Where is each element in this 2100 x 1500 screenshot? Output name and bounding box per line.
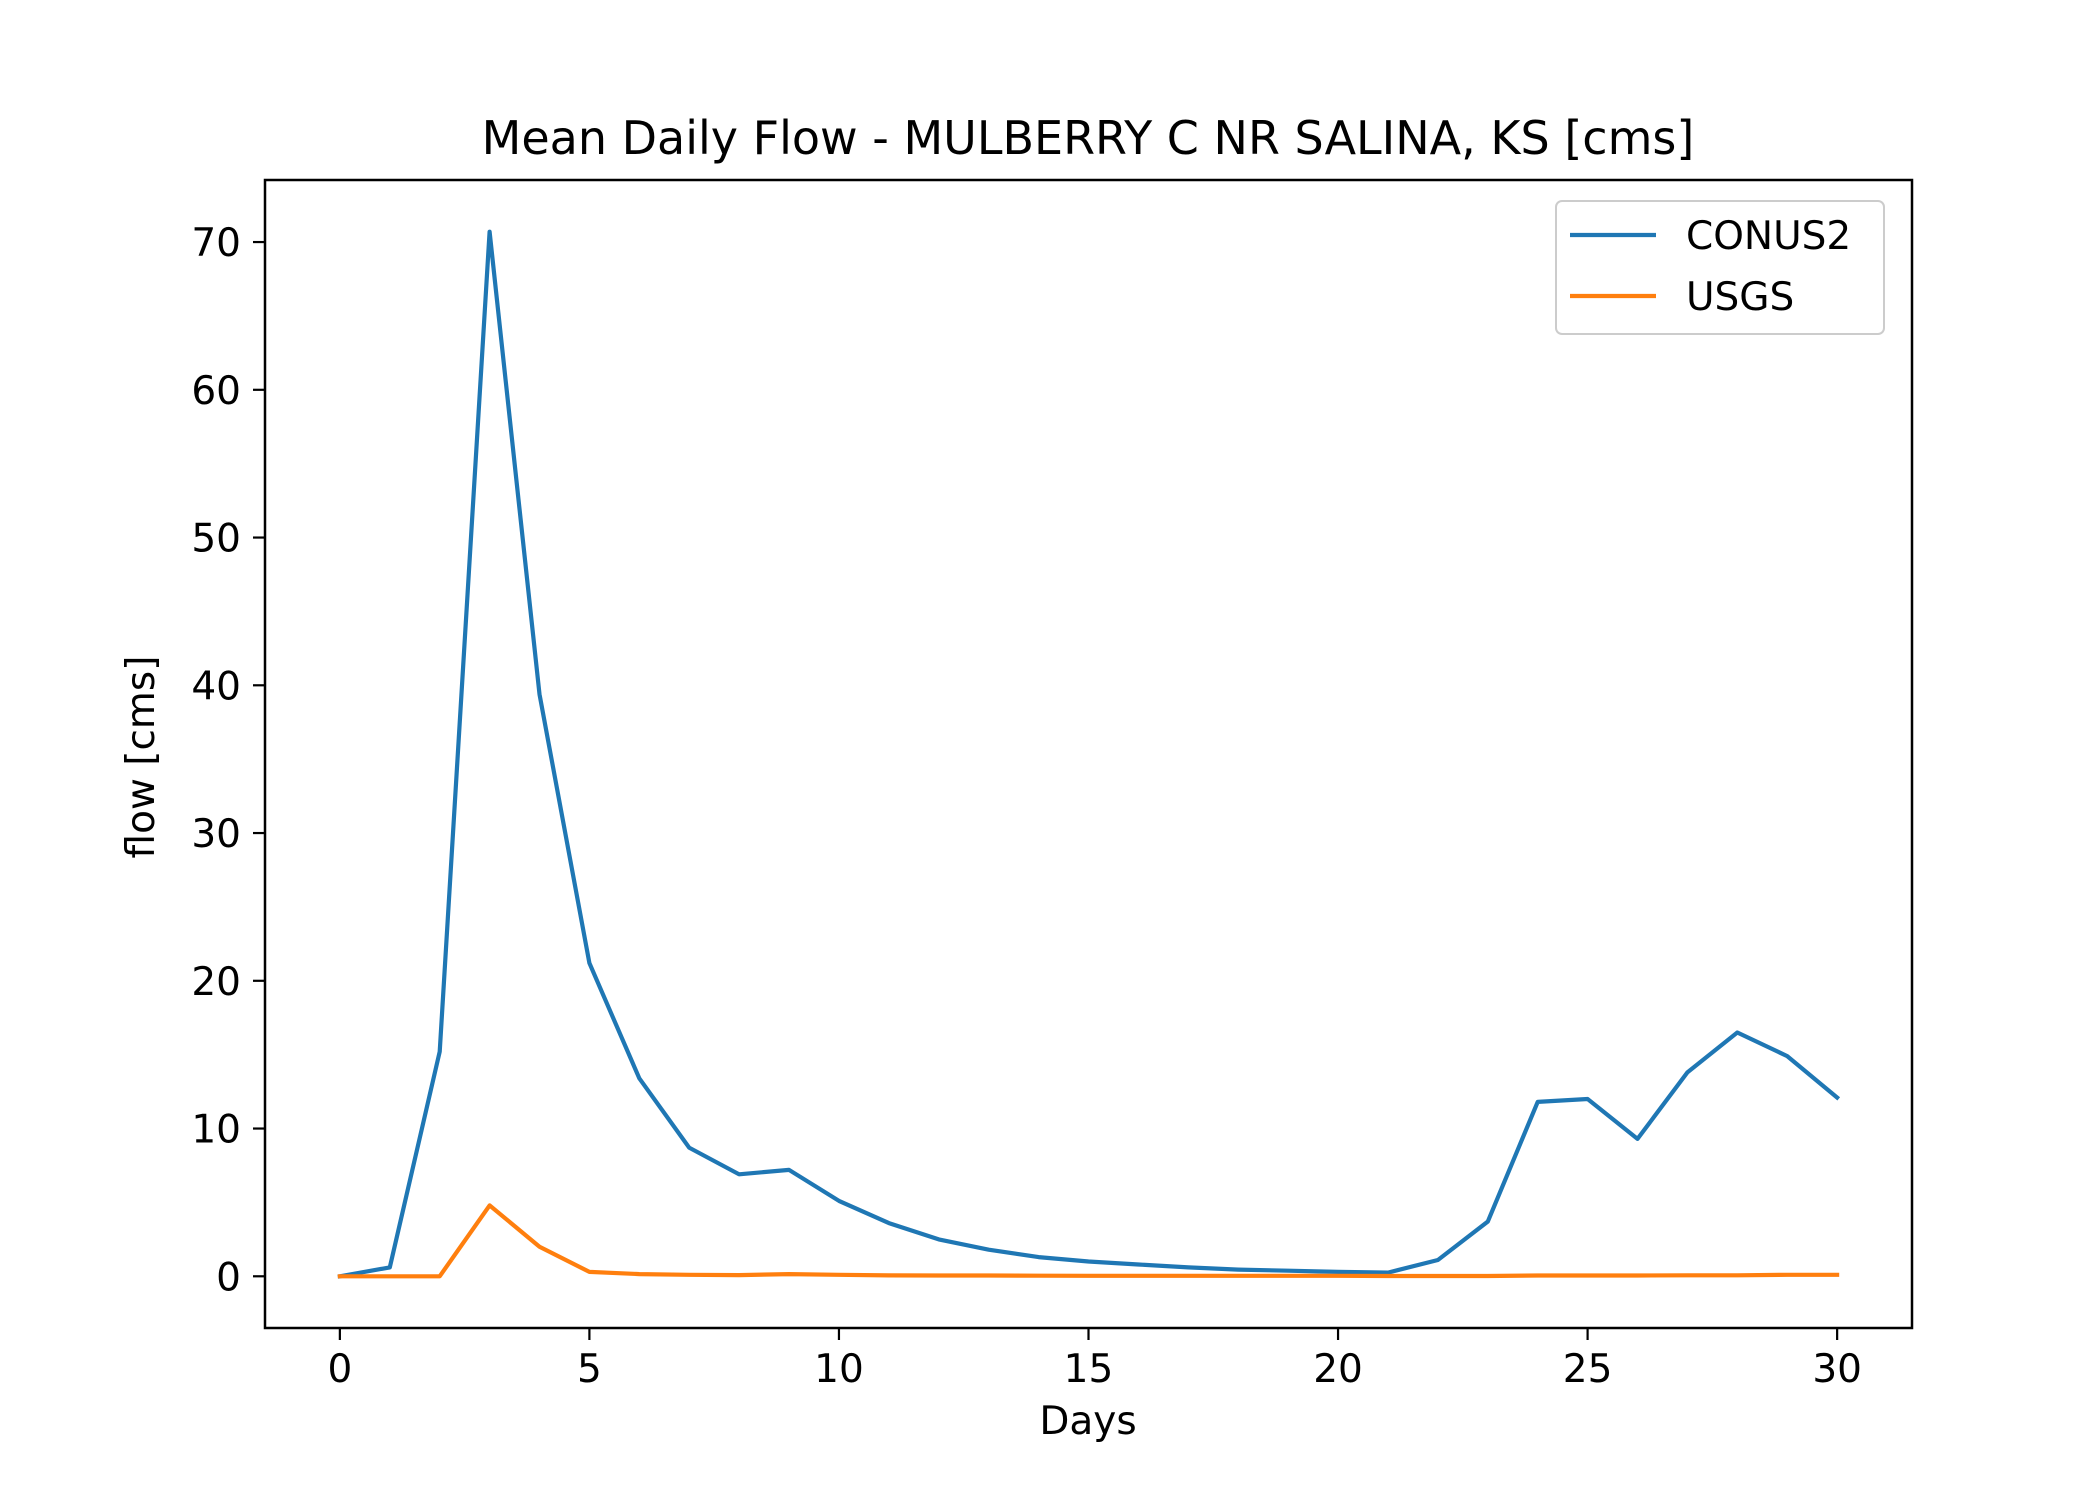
x-tick-label: 0 [327,1347,352,1392]
y-tick-label: 60 [191,369,241,414]
y-tick-label: 40 [191,664,241,709]
x-axis-label: Days [1039,1399,1136,1444]
legend-label-usgs: USGS [1686,275,1794,320]
x-tick-label: 25 [1563,1347,1613,1392]
axes-ticks: 0 5 10 15 20 25 30 0 10 20 30 40 50 60 70 [191,221,1862,1392]
y-tick-label: 0 [216,1255,241,1300]
chart-title: Mean Daily Flow - MULBERRY C NR SALINA, … [482,111,1695,165]
y-tick-label: 30 [191,812,241,857]
y-tick-label: 50 [191,517,241,562]
series-line-usgs [337,1203,1840,1279]
x-tick-label: 10 [814,1347,864,1392]
legend: CONUS2 USGS [1555,200,1885,335]
y-axis-label: flow [cms] [119,656,164,859]
x-tick-label: 5 [577,1347,602,1392]
x-tick-label: 20 [1313,1347,1363,1392]
series-line-conus2 [337,229,1841,1279]
legend-label-conus2: CONUS2 [1686,214,1851,259]
plot-area [337,229,1841,1279]
x-tick-label: 30 [1812,1347,1862,1392]
y-tick-label: 70 [191,221,241,266]
y-tick-label: 10 [191,1108,241,1153]
y-tick-label: 20 [191,960,241,1005]
x-tick-label: 15 [1064,1347,1114,1392]
